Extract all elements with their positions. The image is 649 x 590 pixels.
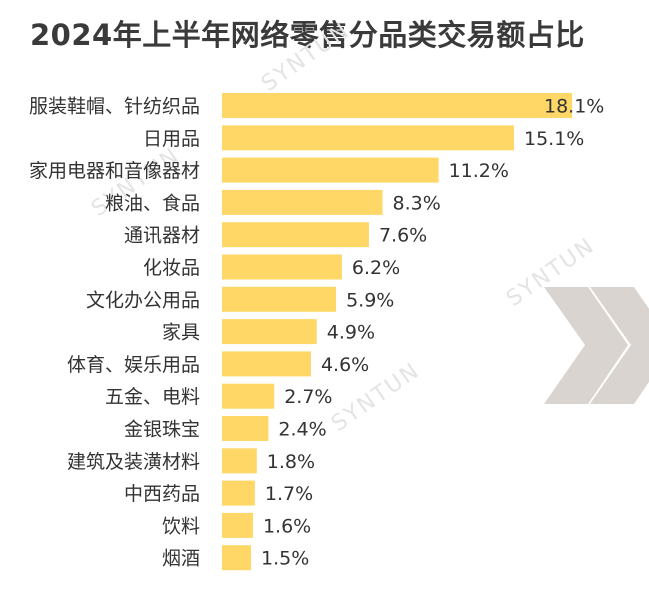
- bar: [222, 545, 252, 571]
- chevron-decoration: [544, 287, 649, 404]
- category-label: 体育、娱乐用品: [67, 354, 200, 376]
- value-label: 18.1%: [544, 96, 604, 118]
- value-label: 7.6%: [379, 225, 427, 247]
- value-label: 2.7%: [284, 386, 332, 408]
- category-label: 家具: [162, 322, 200, 344]
- chart-title: 2024年上半年网络零售分品类交易额占比: [30, 18, 585, 52]
- bar: [222, 286, 337, 312]
- chevron-shape-1: [544, 287, 628, 404]
- category-label: 饮料: [162, 515, 200, 537]
- category-label: 文化办公用品: [86, 289, 200, 311]
- value-label: 8.3%: [392, 192, 440, 214]
- category-label: 粮油、食品: [105, 192, 200, 214]
- value-label: 11.2%: [449, 160, 509, 182]
- bar: [222, 319, 317, 345]
- category-label: 化妆品: [143, 257, 200, 279]
- category-label: 烟酒: [162, 548, 200, 570]
- bars-group: [222, 93, 572, 571]
- bar: [222, 93, 572, 118]
- labels-group: 服装鞋帽、针纺织品 18.1% 日用品 15.1% 家用电器和音像器材 11.2% 粮油、食…: [29, 96, 604, 570]
- value-label: 6.2%: [352, 257, 400, 279]
- bar: [222, 416, 269, 441]
- category-label: 日用品: [143, 128, 200, 150]
- value-label: 1.6%: [263, 515, 311, 537]
- bar: [222, 157, 439, 183]
- bar: [222, 125, 514, 151]
- bar: [222, 383, 275, 409]
- bar: [222, 512, 253, 538]
- value-label: 1.5%: [261, 548, 309, 570]
- value-label: 2.4%: [278, 419, 326, 441]
- value-label: 4.9%: [327, 322, 375, 344]
- category-label: 家用电器和音像器材: [29, 160, 200, 182]
- bar: [222, 222, 369, 248]
- bar: [222, 351, 311, 377]
- value-label: 5.9%: [346, 289, 394, 311]
- category-label: 服装鞋帽、针纺织品: [29, 96, 200, 118]
- category-label: 五金、电料: [105, 386, 200, 408]
- value-label: 4.6%: [321, 354, 369, 376]
- value-label: 15.1%: [524, 128, 584, 150]
- value-label: 1.7%: [265, 483, 313, 505]
- category-label: 通讯器材: [124, 225, 200, 247]
- value-label: 1.8%: [267, 451, 315, 473]
- bar: [222, 189, 383, 215]
- chevron-shape-2: [590, 287, 649, 404]
- bar: [222, 254, 342, 280]
- category-label: 中西药品: [124, 483, 200, 505]
- category-label: 金银珠宝: [124, 419, 200, 441]
- bar: [222, 448, 257, 474]
- category-label: 建筑及装潢材料: [67, 451, 200, 473]
- bar: [222, 480, 255, 506]
